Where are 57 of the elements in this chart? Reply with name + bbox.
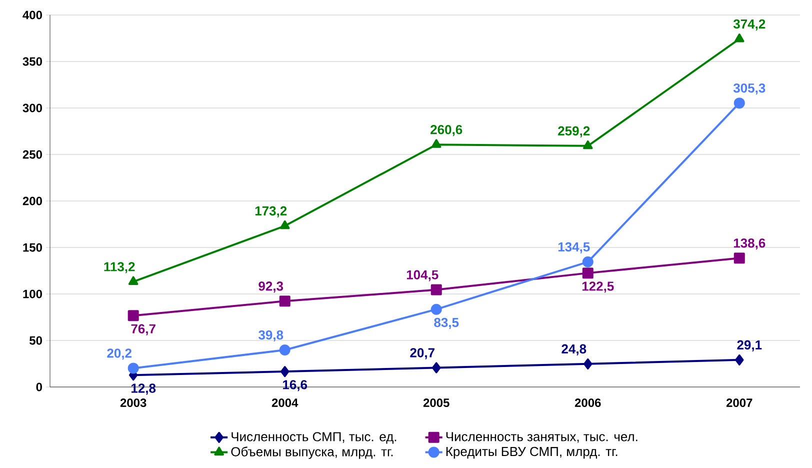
data-label: 39,8 [258, 330, 284, 342]
point [582, 256, 594, 268]
data-label: 20,2 [107, 348, 132, 360]
data-label: 259,2 [558, 126, 590, 138]
point [128, 310, 139, 322]
data-label: 76,7 [131, 324, 156, 336]
point [432, 362, 441, 374]
data-label: 173,2 [255, 206, 287, 218]
point [280, 220, 290, 230]
point [735, 354, 744, 366]
data-label: 260,6 [430, 125, 462, 136]
y-tick-label: 300 [22, 104, 42, 112]
legend-label: Кредиты БВУ СМП, млрд. тг. [446, 446, 618, 459]
point [128, 276, 138, 285]
data-label: 134,5 [558, 242, 590, 254]
data-label: 16,6 [283, 380, 308, 392]
data-label: 104,5 [406, 270, 438, 282]
data-label: 305,3 [733, 83, 766, 95]
data-label: 20,7 [410, 348, 434, 360]
x-tick-label: 2006 [574, 398, 601, 408]
point [734, 33, 744, 42]
y-tick-label: 350 [22, 57, 42, 66]
data-label: 29,1 [737, 340, 762, 352]
point [582, 140, 593, 150]
point [279, 344, 290, 356]
data-label: 113,2 [104, 262, 135, 274]
legend-label: Объемы выпуска, млрд. тг. [231, 446, 393, 459]
point [128, 362, 139, 374]
data-label: 374,2 [733, 19, 766, 30]
y-tick-label: 250 [22, 150, 42, 159]
point [430, 284, 442, 296]
point [584, 358, 592, 370]
y-tick-label: 150 [23, 243, 42, 252]
y-tick-label: 100 [23, 290, 42, 298]
point [431, 139, 442, 148]
x-tick-label: 2005 [423, 398, 450, 408]
y-tick-label: 50 [30, 336, 42, 345]
data-label: 12,8 [132, 384, 156, 395]
point [430, 304, 442, 315]
legend-label: Численность занятых, тыс. чел. [446, 432, 638, 443]
data-label: 92,3 [258, 282, 284, 293]
x-tick-label: 2007 [726, 398, 752, 408]
point [279, 296, 290, 307]
y-tick-label: 0 [36, 382, 42, 392]
point [734, 98, 745, 109]
data-label: 83,5 [434, 318, 459, 329]
point [734, 252, 745, 264]
x-tick-label: 2004 [272, 398, 298, 408]
x-tick-label: 2003 [120, 398, 146, 408]
y-tick-label: 200 [22, 196, 42, 206]
legend-label: Численность СМП, тыс. ед. [232, 432, 396, 444]
data-label: 24,8 [562, 344, 586, 356]
point [582, 268, 594, 279]
data-label: 122,5 [582, 282, 614, 293]
y-tick-label: 400 [22, 10, 42, 20]
point [280, 366, 290, 378]
data-label: 138,6 [734, 238, 766, 250]
